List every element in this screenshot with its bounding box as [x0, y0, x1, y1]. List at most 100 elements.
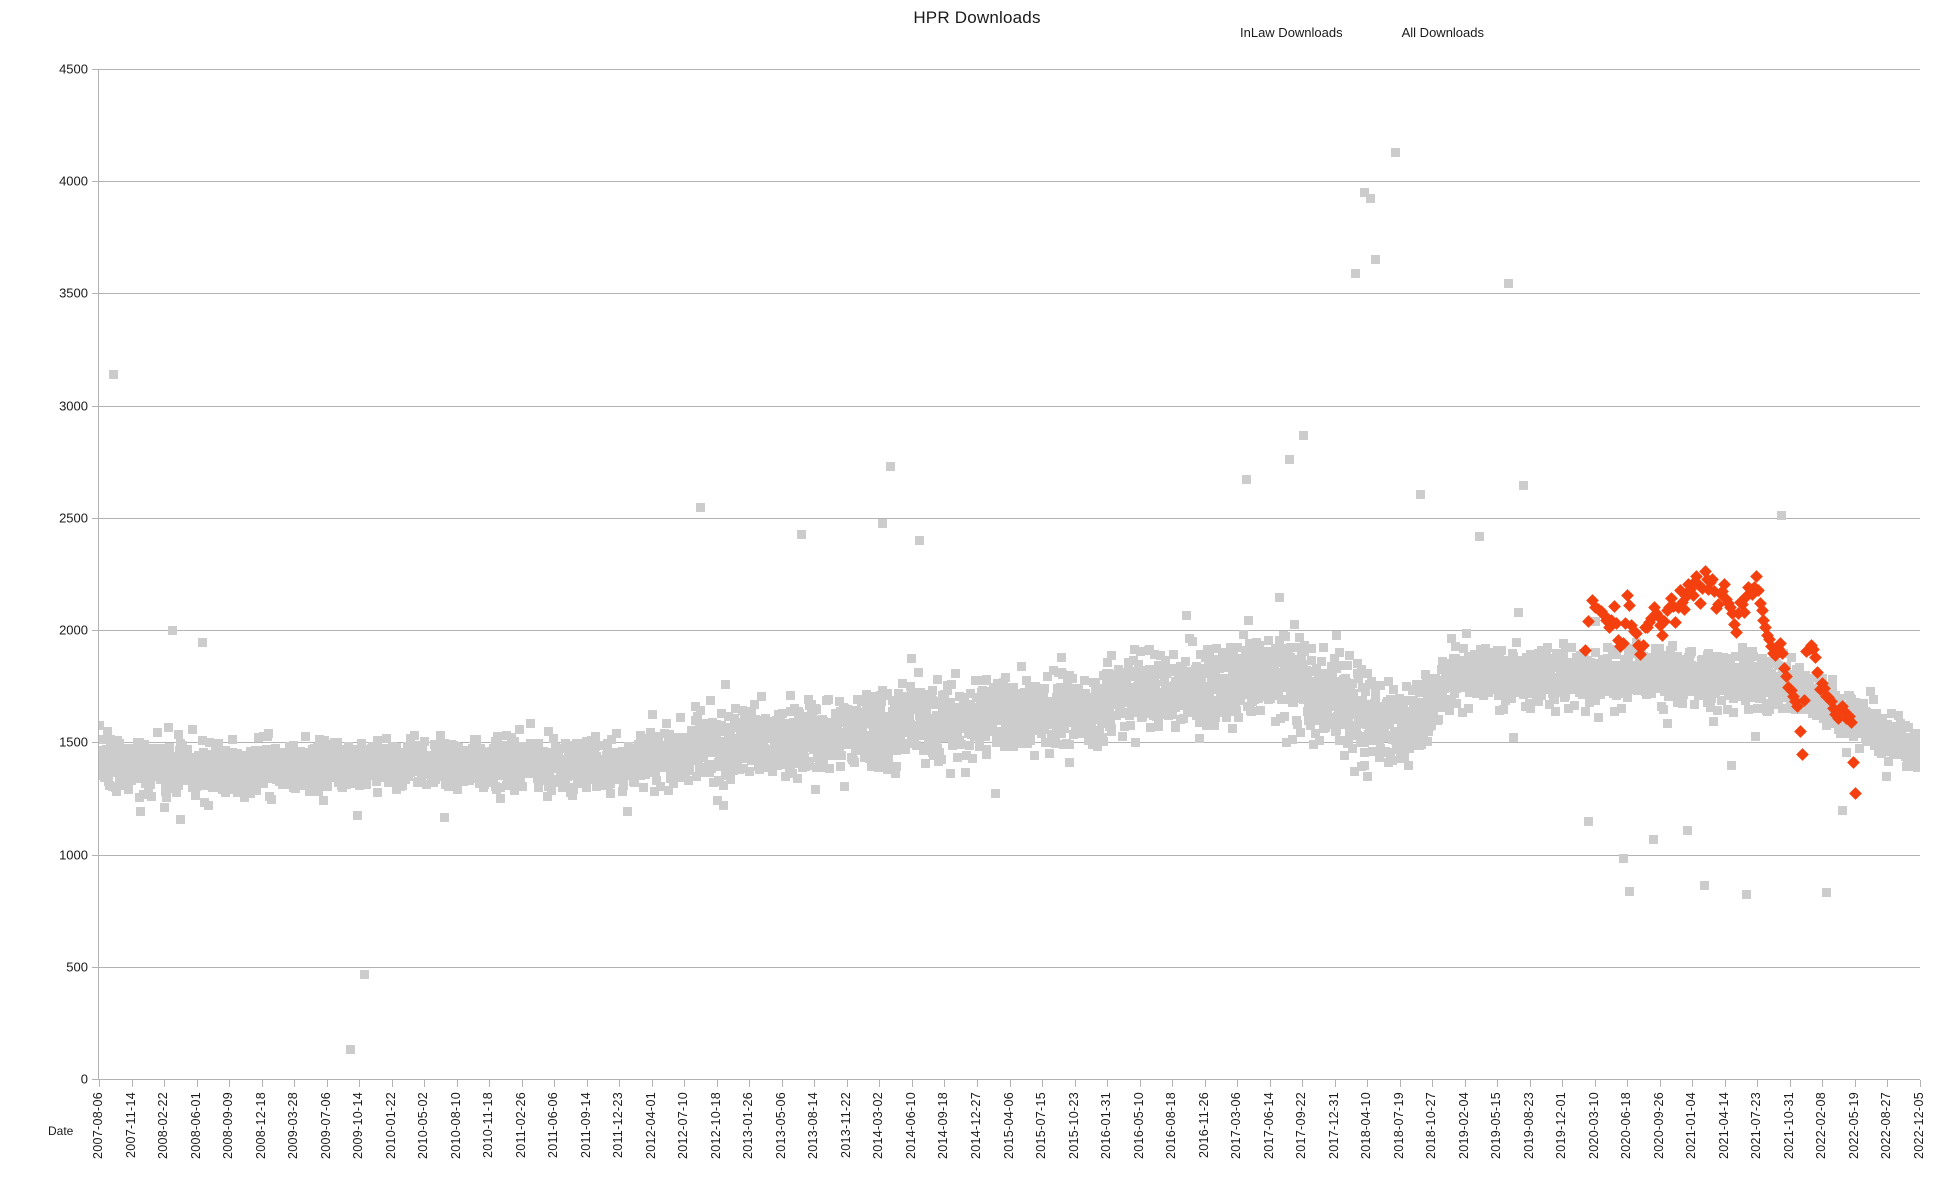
- data-point-all-downloads: [622, 806, 632, 816]
- data-point-all-downloads: [594, 740, 604, 750]
- data-point-all-downloads: [1622, 693, 1632, 703]
- data-point-all-downloads: [1246, 706, 1256, 716]
- data-point-all-downloads: [907, 653, 917, 663]
- x-tick-label: 2013-05-06: [773, 1092, 788, 1159]
- data-point-all-downloads: [544, 727, 554, 737]
- data-point-all-downloads: [927, 686, 937, 696]
- data-point-all-downloads: [568, 768, 578, 778]
- x-tick-label: 2016-11-26: [1196, 1092, 1211, 1159]
- data-point-all-downloads: [198, 735, 208, 745]
- data-point-all-downloads: [239, 793, 249, 803]
- x-tick-label: 2020-09-26: [1651, 1092, 1666, 1159]
- data-point-all-downloads: [371, 777, 381, 787]
- x-tick-label: 2015-10-23: [1066, 1092, 1081, 1159]
- data-point-all-downloads: [605, 789, 615, 799]
- data-point-all-downloads: [386, 777, 396, 787]
- data-point-all-downloads: [454, 742, 464, 752]
- x-tick-mark: [1334, 1080, 1336, 1087]
- x-tick-label: 2014-09-18: [936, 1092, 951, 1159]
- data-point-all-downloads: [372, 735, 382, 745]
- x-tick-label: 2008-02-22: [156, 1092, 171, 1159]
- x-tick-mark: [976, 1080, 978, 1087]
- data-point-all-downloads: [1098, 736, 1108, 746]
- x-tick-mark: [781, 1080, 783, 1087]
- data-point-all-downloads: [100, 772, 110, 782]
- data-point-all-downloads: [607, 734, 617, 744]
- x-tick-label: 2010-05-02: [416, 1092, 431, 1159]
- x-tick-mark: [651, 1080, 653, 1087]
- x-tick-label: 2015-04-06: [1001, 1092, 1016, 1159]
- data-point-all-downloads: [953, 752, 963, 762]
- data-point-all-downloads: [134, 737, 144, 747]
- data-point-all-downloads: [1057, 653, 1067, 662]
- data-point-all-downloads: [1363, 771, 1373, 781]
- x-tick-label: 2022-12-05: [1912, 1092, 1926, 1159]
- data-point-all-downloads: [1168, 649, 1178, 659]
- data-point-all-downloads: [252, 786, 262, 795]
- data-point-all-downloads: [964, 740, 974, 750]
- x-tick-label: 2008-12-18: [253, 1092, 268, 1159]
- data-point-all-downloads: [200, 780, 210, 790]
- x-tick-mark: [521, 1080, 523, 1087]
- data-point-all-downloads: [567, 791, 577, 801]
- data-point-all-downloads: [152, 728, 162, 738]
- x-tick-label: 2011-06-06: [546, 1092, 561, 1159]
- plot-area[interactable]: [99, 69, 1920, 1079]
- data-point-all-downloads: [1281, 631, 1291, 641]
- x-tick-mark: [1854, 1080, 1856, 1087]
- legend-item-all[interactable]: All Downloads: [1385, 25, 1484, 40]
- x-tick-label: 2007-11-14: [123, 1092, 138, 1159]
- data-point-all-downloads: [1195, 734, 1205, 744]
- y-tick-label: 2500: [59, 510, 88, 526]
- x-tick-mark: [196, 1080, 198, 1087]
- data-point-all-downloads: [936, 754, 946, 764]
- data-point-all-downloads: [810, 784, 820, 794]
- data-point-all-downloads: [554, 749, 564, 759]
- data-point-all-downloads: [490, 737, 500, 747]
- data-point-all-downloads: [182, 745, 192, 755]
- x-tick-label: 2018-04-10: [1359, 1092, 1374, 1159]
- data-point-all-downloads: [164, 723, 174, 733]
- data-point-all-downloads: [1234, 713, 1244, 723]
- data-point-all-downloads: [494, 771, 504, 781]
- data-point-all-downloads: [1370, 692, 1380, 702]
- x-tick-label: 2017-09-22: [1294, 1092, 1309, 1159]
- data-point-all-downloads: [403, 742, 413, 752]
- x-tick-label: 2017-03-06: [1229, 1092, 1244, 1159]
- data-point-all-downloads: [542, 792, 552, 802]
- x-tick-mark: [1367, 1080, 1369, 1087]
- x-tick-label: 2014-06-10: [903, 1092, 918, 1159]
- x-tick-mark: [1237, 1080, 1239, 1087]
- y-tick-label: 4000: [59, 173, 88, 189]
- data-point-all-downloads: [243, 782, 253, 792]
- data-point-all-downloads: [1508, 733, 1518, 743]
- data-point-all-downloads: [271, 743, 281, 753]
- legend-item-inlaw[interactable]: InLaw Downloads: [1225, 25, 1343, 40]
- data-point-all-downloads: [483, 765, 493, 775]
- data-point-all-downloads: [510, 785, 520, 795]
- data-point-all-downloads: [171, 774, 181, 784]
- data-point-all-downloads: [200, 770, 210, 780]
- data-point-all-downloads: [1403, 760, 1413, 770]
- data-point-all-downloads: [1118, 732, 1128, 742]
- data-point-all-downloads: [416, 776, 426, 786]
- data-point-all-downloads: [1274, 593, 1284, 603]
- data-point-all-downloads: [745, 766, 755, 776]
- data-point-all-downloads: [165, 743, 175, 753]
- data-point-all-downloads: [205, 738, 215, 748]
- data-point-all-downloads: [1551, 706, 1561, 716]
- x-tick-mark: [294, 1080, 296, 1087]
- data-point-all-downloads: [135, 767, 145, 777]
- x-tick-label: 2022-05-19: [1846, 1092, 1861, 1159]
- gridline: [99, 517, 1920, 519]
- x-tick-mark: [911, 1080, 913, 1087]
- data-point-all-downloads: [227, 734, 237, 744]
- data-point-all-downloads: [840, 781, 850, 791]
- data-point-all-downloads: [397, 781, 407, 791]
- x-tick-mark: [619, 1080, 621, 1087]
- data-point-all-downloads: [133, 747, 143, 757]
- x-tick-mark: [1497, 1080, 1499, 1087]
- data-point-all-downloads: [410, 730, 420, 740]
- x-tick-mark: [1464, 1080, 1466, 1087]
- data-point-all-downloads: [1445, 706, 1455, 716]
